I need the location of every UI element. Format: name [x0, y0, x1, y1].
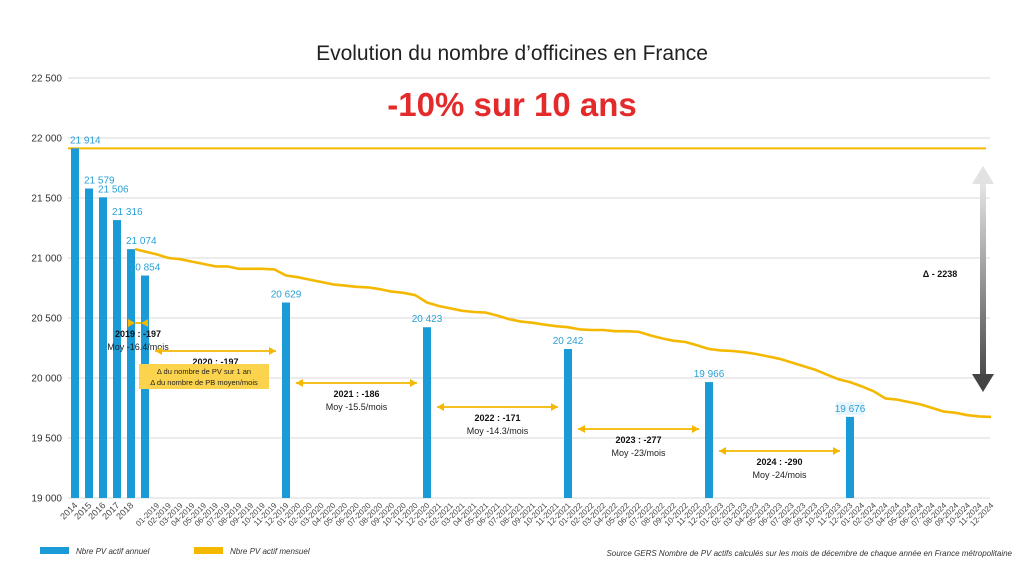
annotation-title: 2023 : -277 [615, 435, 661, 445]
chart-title: Evolution du nombre d’officines en Franc… [316, 42, 708, 65]
annotation-average: Moy -23/mois [611, 448, 666, 458]
arrow-head-right [833, 447, 840, 455]
legend-swatch [40, 547, 69, 554]
arrow-head-right [269, 347, 276, 355]
bar-12-2022 [564, 348, 572, 498]
bar-value-label: 21 506 [98, 184, 129, 195]
y-axis: 22 500 22 000 21 500 21 000 20 500 20 000 19 5… [31, 74, 62, 505]
legend-swatch [194, 547, 223, 554]
bar-value-label: 21 316 [112, 207, 143, 218]
annotation-average: Moy -24/mois [752, 470, 807, 480]
bar-value-label: 20 423 [412, 314, 443, 325]
bar-value-label: 19 966 [694, 369, 725, 380]
x-axis: 2014201520162017201801-201902-201903-201… [58, 500, 996, 528]
bar-12-2023 [705, 382, 713, 498]
arrow-head-left [296, 379, 303, 387]
y-tick-label: 22 500 [31, 74, 62, 85]
arrow-head-right [410, 379, 417, 387]
bar-12-2020 [282, 302, 290, 498]
y-tick-label: 20 500 [31, 314, 62, 325]
note-highlight [139, 364, 269, 389]
legend-label: Nbre PV actif mensuel [230, 547, 310, 556]
arrow-head-left [155, 347, 162, 355]
delta-indicator: Δ - 2238 [923, 166, 994, 392]
note-line-1: Δ du nombre de PV sur 1 an [157, 367, 251, 376]
y-tick-label: 22 000 [31, 134, 62, 145]
y-tick-label: 19 500 [31, 434, 62, 445]
delta-arrow-shaft [980, 182, 986, 376]
bar-value-label: 21 579 [84, 176, 115, 187]
bar-2015 [85, 188, 93, 498]
arrow-head-right [551, 403, 558, 411]
bar-value-label: 21 914 [70, 135, 101, 146]
annotation-average: Moy -15.5/mois [326, 402, 388, 412]
arrow-head-left [141, 319, 148, 327]
delta-arrow-head-up [972, 166, 994, 184]
legend: Nbre PV actif annuel Nbre PV actif mensue… [40, 547, 310, 556]
delta-arrow-head-down [972, 374, 994, 392]
bar-value-label: 21 074 [126, 236, 157, 247]
y-tick-label: 21 000 [31, 254, 62, 265]
note-line-2: Δ du nombre de PB moyen/mois [150, 378, 258, 387]
source-note: Source GERS Nombre de PV actifs calculés… [606, 549, 1012, 558]
arrow-head-left [437, 403, 444, 411]
annotation-title: 2020 : -197 [192, 357, 238, 367]
year-annotations: 2019 : -197 Moy -16.4/mois 2020 : -197 Moy … [107, 319, 840, 480]
legend-label: Nbre PV actif annuel [76, 547, 150, 556]
arrow-head-right [128, 319, 135, 327]
y-tick-label: 19 000 [31, 494, 62, 505]
annotation-title: 2024 : -290 [756, 457, 802, 467]
delta-label: Δ - 2238 [923, 269, 958, 279]
annotation-title: 2022 : -171 [474, 413, 520, 423]
annotation-average: Moy -16.4/mois [107, 342, 169, 352]
bar-2016 [99, 197, 107, 498]
monthly-series-line [134, 247, 992, 419]
chart-headline: -10% sur 10 ans [387, 86, 636, 123]
bar-value-label: 20 854 [130, 263, 161, 274]
y-tick-label: 21 500 [31, 194, 62, 205]
annual-bars [71, 148, 854, 498]
last-value-highlight [836, 401, 864, 415]
arrow-head-left [719, 447, 726, 455]
bar-value-label: 19 676 [835, 404, 866, 415]
bar-12-2021 [423, 327, 431, 498]
bar-2017 [113, 220, 121, 498]
annotation-title: 2021 : -186 [333, 389, 379, 399]
bar-value-label: 20 629 [271, 290, 302, 301]
y-tick-label: 20 000 [31, 374, 62, 385]
bar-2018 [127, 249, 135, 498]
monthly-line [134, 247, 992, 419]
arrow-head-right [692, 425, 699, 433]
annotation-title: 2019 : -197 [115, 329, 161, 339]
arrow-head-left [578, 425, 585, 433]
bar-value-label: 20 242 [553, 336, 584, 347]
bar-12-2024 [846, 416, 854, 498]
bar-2014 [71, 148, 79, 498]
annotation-average: Moy -14.3/mois [467, 426, 529, 436]
